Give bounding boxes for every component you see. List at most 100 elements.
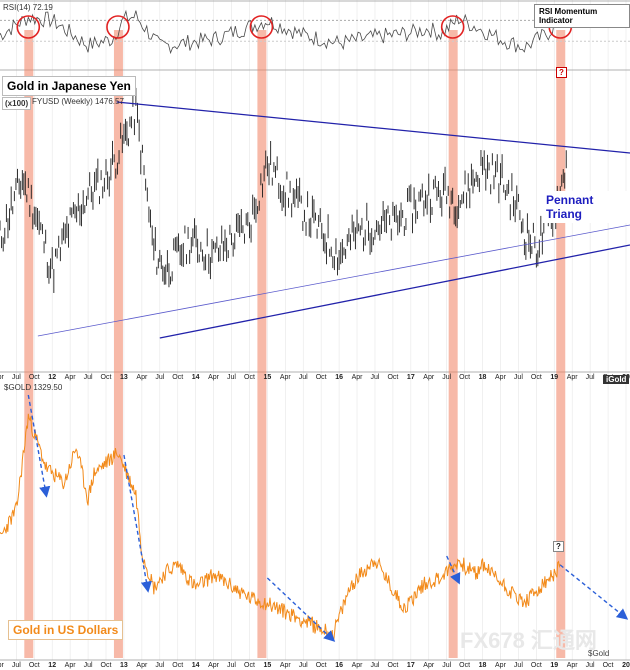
x-tick-label: Oct — [387, 374, 398, 381]
x-tick-label: 16 — [335, 662, 343, 669]
x-tick-label: 19 — [550, 662, 558, 669]
lower-panel: Apr Jul Oct 12 Apr Jul Oct 13 Apr Jul Oct 14 Apr Jul O… — [0, 413, 630, 669]
x-tick-label: Oct — [459, 662, 470, 669]
highlight-band — [556, 30, 566, 658]
x-tick-label: Jul — [227, 374, 236, 381]
rsi-header: RSI(14) 72.19 — [3, 3, 53, 12]
pennant-upper-line — [116, 101, 630, 154]
x-tick-label: 12 — [48, 662, 56, 669]
x-tick-label: Oct — [244, 374, 255, 381]
x-tick-label: Apr — [136, 374, 148, 381]
x-tick-label: Jul — [12, 662, 21, 669]
igold-label: $Gold — [588, 649, 610, 658]
usd-line — [0, 413, 561, 642]
x-tick-label: Apr — [567, 662, 579, 669]
x-tick-label: Apr — [423, 374, 435, 381]
x-tick-label: 16 — [335, 374, 343, 381]
x-tick-label: Oct — [101, 374, 112, 381]
x-tick-label: 12 — [48, 374, 56, 381]
x-tick-label: Jul — [84, 374, 93, 381]
x-tick-label: Oct — [316, 662, 327, 669]
x-tick-label: Oct — [172, 374, 183, 381]
x-tick-label: Oct — [172, 662, 183, 669]
x-tick-label: Jul — [299, 662, 308, 669]
x-tick-label: Apr — [0, 374, 5, 381]
rsi-peak-circle — [249, 15, 274, 39]
x-tick-label: Jul — [586, 374, 595, 381]
x-tick-label: 18 — [479, 374, 487, 381]
highlight-bands — [24, 30, 566, 658]
x-tick-label: Jul — [442, 374, 451, 381]
decline-arrow — [446, 555, 461, 585]
x-tick-label: Oct — [603, 662, 614, 669]
upper-series-tag: (x100) — [2, 97, 32, 110]
x-tick-label: Apr — [0, 662, 5, 669]
x-tick-label: Oct — [531, 662, 542, 669]
rsi-title-box: RSI Momentum Indicator — [534, 4, 630, 28]
x-tick-label: 17 — [407, 662, 415, 669]
x-tick-label: Jul — [155, 662, 164, 669]
highlight-band — [24, 30, 34, 658]
highlight-band — [113, 30, 123, 658]
upper-panel: Apr Jul Oct 12 Apr Jul Oct 13 Apr Jul Oct 14 Apr Jul O… — [0, 87, 630, 381]
highlight-band — [257, 30, 267, 658]
highlight-band — [448, 30, 458, 658]
x-tick-label: 14 — [192, 374, 200, 381]
x-tick-label: Oct — [387, 662, 398, 669]
pennant-label: Pennant Triang — [542, 191, 630, 223]
question-mark-lower: ? — [553, 541, 564, 552]
x-tick-label: Jul — [227, 662, 236, 669]
x-tick-label: 15 — [263, 374, 271, 381]
x-tick-label: Apr — [352, 374, 364, 381]
x-tick-label: Apr — [352, 662, 364, 669]
decline-arrow — [27, 394, 51, 498]
x-tick-label: Jul — [12, 374, 21, 381]
x-tick-label: Oct — [101, 662, 112, 669]
question-mark-upper: ? — [556, 67, 567, 78]
x-tick-label: Oct — [29, 374, 40, 381]
x-tick-label: Apr — [423, 662, 435, 669]
x-tick-label: Jul — [442, 662, 451, 669]
support-line — [37, 224, 630, 337]
x-tick-label: 14 — [192, 662, 200, 669]
x-tick-label: Jul — [514, 662, 523, 669]
decline-arrow — [123, 454, 152, 593]
lower-panel-title: Gold in US Dollars — [8, 620, 124, 640]
x-tick-label: Oct — [29, 662, 40, 669]
x-tick-label: Apr — [567, 374, 579, 381]
annotations — [27, 394, 629, 642]
pennant-lower-line — [159, 244, 630, 339]
x-tick-label: Oct — [244, 662, 255, 669]
x-tick-label: Apr — [136, 662, 148, 669]
x-tick-label: 13 — [120, 662, 128, 669]
x-tick-label: Jul — [155, 374, 164, 381]
rsi-line — [0, 9, 561, 55]
decline-arrow — [266, 577, 336, 642]
upper-header: FYUSD (Weekly) 1476.57 — [32, 97, 124, 106]
x-tick-label: Jul — [370, 662, 379, 669]
x-tick-label: Jul — [586, 662, 595, 669]
x-tick-label: 20 — [622, 662, 630, 669]
rsi-peak-circle — [440, 15, 465, 39]
x-tick-label: Jul — [84, 662, 93, 669]
source-mark: iGold — [603, 375, 630, 384]
x-tick-label: 13 — [120, 374, 128, 381]
x-tick-label: Jul — [514, 374, 523, 381]
rsi-peak-circle — [106, 15, 130, 39]
x-tick-label: Apr — [495, 374, 507, 381]
x-tick-label: Apr — [280, 374, 292, 381]
x-tick-label: 19 — [550, 374, 558, 381]
x-tick-label: Jul — [370, 374, 379, 381]
x-tick-label: Oct — [459, 374, 470, 381]
x-tick-label: Jul — [299, 374, 308, 381]
rsi-panel — [0, 9, 630, 55]
decline-arrow — [559, 564, 629, 620]
x-tick-label: Apr — [495, 662, 507, 669]
x-tick-label: Apr — [208, 662, 220, 669]
rsi-peak-circle — [16, 15, 41, 39]
x-tick-label: 15 — [263, 662, 271, 669]
x-tick-label: Apr — [65, 662, 77, 669]
x-tick-label: Apr — [208, 374, 220, 381]
